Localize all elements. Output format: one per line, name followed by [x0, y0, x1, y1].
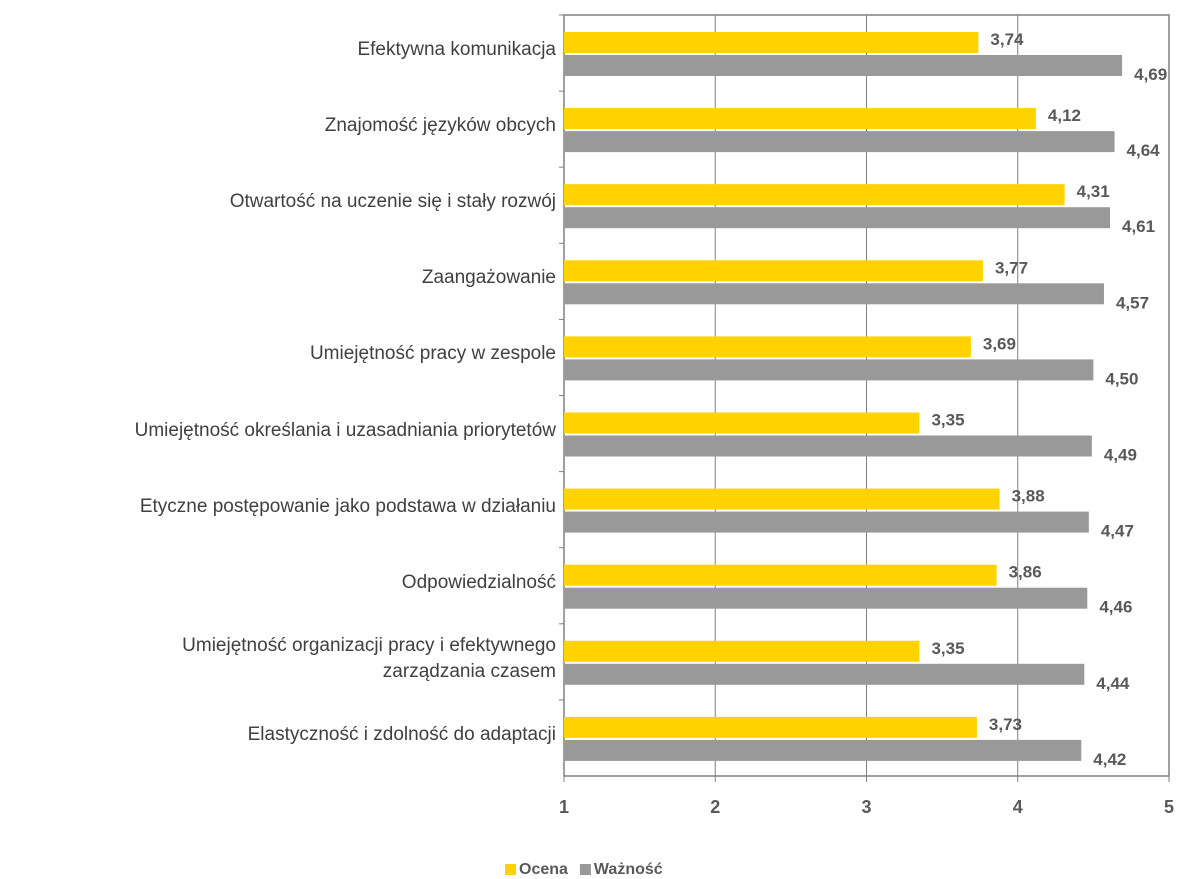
value-label: 4,31	[1077, 182, 1110, 201]
bar	[564, 260, 983, 282]
bar	[564, 435, 1092, 457]
category-label: Efektywna komunikacja	[357, 39, 556, 61]
value-label: 4,64	[1127, 141, 1161, 160]
bar	[564, 663, 1085, 685]
category-label: Odpowiedzialność	[401, 571, 556, 593]
x-tick-label: 4	[1013, 797, 1023, 817]
value-label: 4,42	[1093, 750, 1126, 769]
value-label: 4,50	[1105, 369, 1138, 388]
legend-label: Ocena	[519, 861, 568, 878]
bar	[564, 587, 1088, 609]
value-label: 3,35	[931, 639, 964, 658]
value-label: 4,49	[1104, 445, 1137, 464]
value-label: 3,74	[990, 30, 1024, 49]
value-label: 4,47	[1101, 522, 1134, 541]
category-label: Znajomość języków obcych	[324, 115, 556, 137]
legend-label: Ważność	[594, 861, 663, 878]
category-label: Umiejętność określania i uzasadniania pr…	[134, 419, 556, 441]
value-label: 3,69	[983, 334, 1016, 353]
category-label: Elastyczność i zdolność do adaptacji	[247, 723, 556, 745]
category-label: Etyczne postępowanie jako podstawa w dzi…	[139, 495, 556, 517]
x-tick-label: 2	[710, 797, 720, 817]
value-label: 3,35	[931, 410, 964, 429]
value-label: 3,73	[989, 715, 1022, 734]
bar	[564, 131, 1115, 153]
bar	[564, 739, 1082, 761]
value-label: 4,44	[1096, 674, 1130, 693]
value-label: 3,86	[1009, 563, 1042, 582]
legend-swatch	[505, 864, 516, 875]
bar	[564, 412, 920, 434]
bar	[564, 207, 1111, 229]
value-label: 4,46	[1099, 598, 1132, 617]
bar	[564, 488, 1000, 510]
legend-swatch	[579, 864, 591, 875]
value-label: 3,77	[995, 258, 1028, 277]
bar	[564, 640, 920, 662]
value-label: 3,88	[1012, 487, 1045, 506]
bar	[564, 511, 1089, 533]
x-tick-label: 1	[559, 797, 569, 817]
value-label: 4,12	[1048, 106, 1081, 125]
bar	[564, 564, 997, 586]
category-label: Umiejętność organizacji pracy i efektywn…	[182, 634, 556, 682]
bar	[564, 336, 971, 358]
bar	[564, 716, 977, 738]
bar	[564, 184, 1065, 206]
value-label: 4,57	[1116, 293, 1149, 312]
bar	[564, 359, 1094, 381]
value-label: 4,61	[1122, 217, 1155, 236]
bar	[564, 108, 1036, 130]
x-tick-label: 5	[1164, 797, 1174, 817]
bar	[564, 32, 979, 53]
category-label: Umiejętność pracy w zespole	[309, 343, 556, 365]
category-label: Otwartość na uczenie się i stały rozwój	[229, 191, 556, 213]
x-tick-label: 3	[861, 797, 871, 817]
bar	[564, 55, 1123, 76]
bar	[564, 283, 1104, 305]
value-label: 4,69	[1134, 65, 1167, 84]
category-label: Zaangażowanie	[421, 267, 556, 289]
